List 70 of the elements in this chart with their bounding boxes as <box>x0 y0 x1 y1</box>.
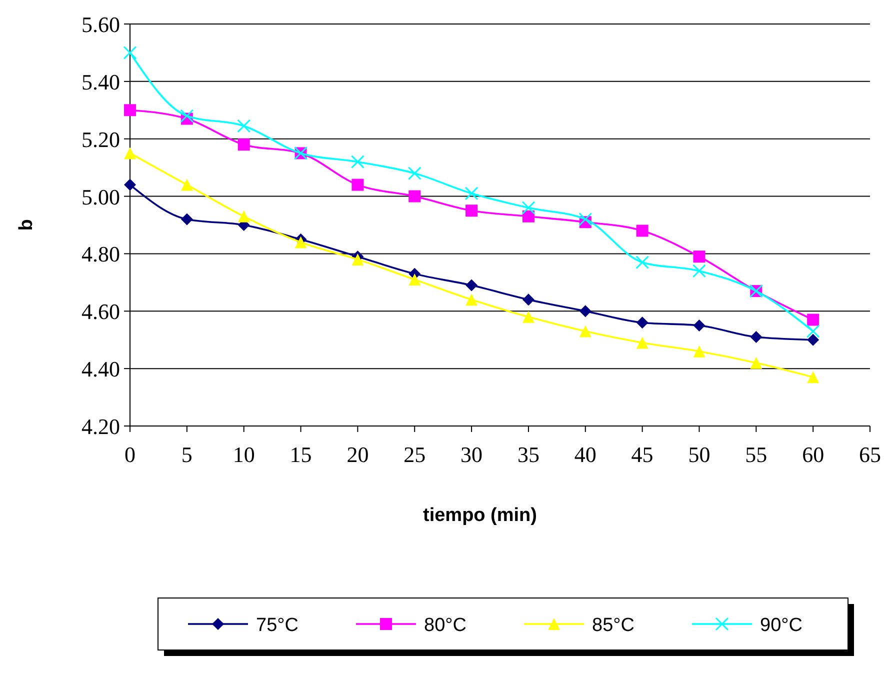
x-tick-label: 40 <box>574 442 596 467</box>
point <box>180 213 193 226</box>
point <box>466 294 478 306</box>
point <box>408 190 421 202</box>
point <box>579 325 592 338</box>
y-axis-title: b <box>16 219 37 231</box>
x-tick-label: 20 <box>346 442 369 467</box>
point <box>636 316 648 329</box>
y-tick-label: 5.20 <box>82 126 120 152</box>
point <box>180 109 194 123</box>
point <box>636 256 650 270</box>
point <box>693 320 706 332</box>
point <box>124 178 136 191</box>
point <box>636 224 648 237</box>
point <box>408 166 422 180</box>
x-tick-label: 0 <box>124 442 136 467</box>
point <box>124 104 136 116</box>
legend-label: 85°C <box>592 615 634 636</box>
point <box>408 274 421 286</box>
point <box>294 236 307 248</box>
x-tick-label: 15 <box>290 442 312 467</box>
x-tick-label: 5 <box>181 442 192 467</box>
y-tick-label: 4.40 <box>82 356 120 382</box>
legend-label: 80°C <box>424 615 466 636</box>
legend-label: 75°C <box>256 615 298 636</box>
point <box>522 294 534 306</box>
x-tick-label: 50 <box>688 442 710 467</box>
point <box>636 336 648 349</box>
point <box>806 324 820 338</box>
point <box>807 371 820 384</box>
point <box>238 138 250 151</box>
x-tick-label: 35 <box>517 442 540 467</box>
x-tick-label: 25 <box>404 442 426 467</box>
point <box>124 147 136 160</box>
y-tick-label: 4.60 <box>82 299 120 324</box>
point <box>522 210 534 222</box>
point <box>466 279 478 292</box>
legend-label: 90°C <box>760 615 802 636</box>
y-tick-label: 5.00 <box>82 184 120 210</box>
point <box>807 314 820 326</box>
point <box>750 356 762 369</box>
point <box>807 334 820 346</box>
y-tick-label: 5.40 <box>82 69 120 94</box>
point <box>350 155 364 169</box>
point <box>522 310 534 323</box>
point <box>466 204 478 217</box>
point <box>693 250 706 263</box>
x-tick-label: 30 <box>460 442 483 467</box>
point <box>237 119 251 133</box>
x-tick-label: 10 <box>232 442 255 467</box>
x-tick-label: 65 <box>859 442 881 467</box>
x-axis-title: tiempo (min) <box>423 505 537 526</box>
point <box>352 253 364 266</box>
y-tick-label: 4.80 <box>82 242 120 267</box>
point <box>578 212 592 226</box>
x-tick-label: 60 <box>802 442 824 467</box>
point <box>692 264 706 278</box>
x-tick-label: 55 <box>745 442 768 467</box>
x-tick-label: 45 <box>631 442 654 467</box>
point <box>352 178 364 191</box>
point <box>522 201 536 215</box>
point <box>464 186 478 200</box>
point <box>238 210 250 222</box>
point <box>579 305 592 318</box>
point <box>750 330 762 343</box>
point <box>693 345 706 358</box>
point <box>180 178 193 191</box>
point <box>123 46 137 60</box>
y-tick-label: 4.20 <box>82 414 120 439</box>
y-tick-label: 5.60 <box>82 12 120 37</box>
